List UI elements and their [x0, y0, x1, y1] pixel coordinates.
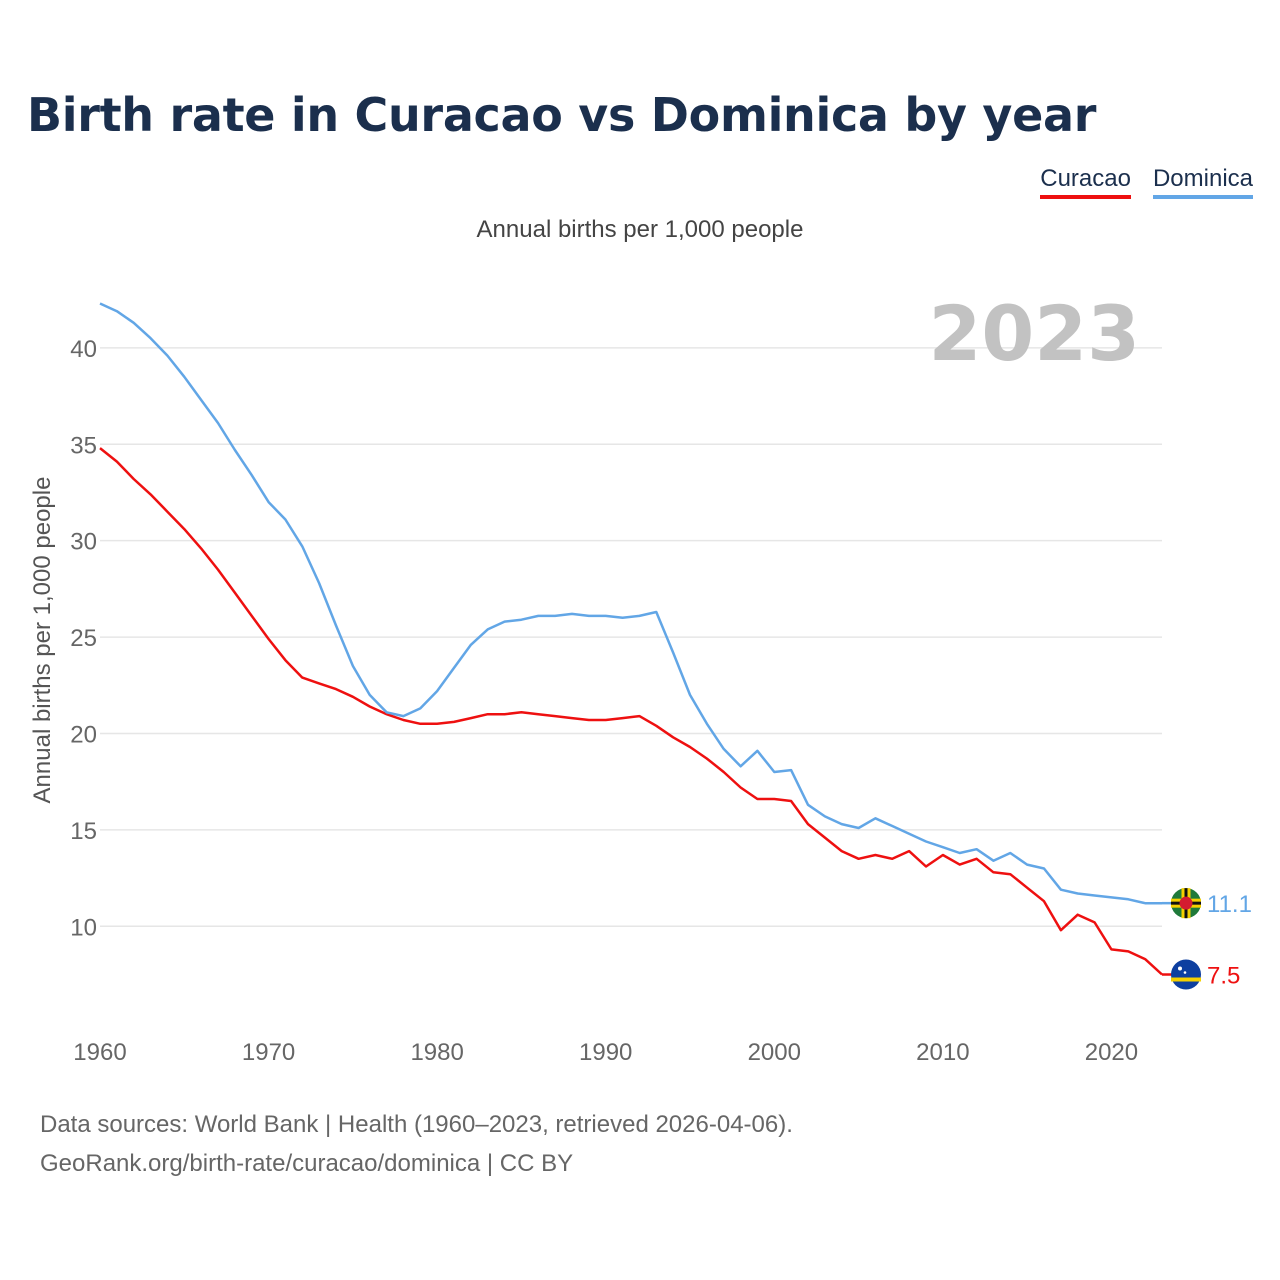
x-tick-label: 2020: [1085, 1039, 1138, 1066]
footer-source: Data sources: World Bank | Health (1960–…: [40, 1111, 793, 1138]
x-tick-label: 2000: [748, 1039, 801, 1066]
x-tick-label: 1990: [579, 1039, 632, 1066]
chart-title: Birth rate in Curacao vs Dominica by yea…: [27, 88, 1097, 142]
series-endpoints: 7.5 11.1: [1162, 888, 1252, 990]
endpoint-label-curacao: 7.5: [1207, 963, 1240, 990]
y-tick-label: 15: [70, 818, 97, 845]
y-tick-label: 30: [70, 529, 97, 556]
y-axis-label: Annual births per 1,000 people: [29, 477, 56, 804]
footer-url[interactable]: GeoRank.org/birth-rate/curacao/dominica …: [40, 1150, 574, 1177]
y-tick-label: 35: [70, 432, 97, 459]
x-tick-label: 1980: [410, 1039, 463, 1066]
chart-subtitle: Annual births per 1,000 people: [476, 216, 804, 243]
curacao-flag-icon: [1171, 959, 1201, 990]
y-tick-labels: 10 15 20 25 30 35 40: [70, 336, 97, 941]
grid-lines: [100, 347, 1162, 928]
dominica-flag-icon: [1171, 888, 1201, 919]
x-tick-label: 1960: [73, 1039, 126, 1066]
year-watermark: 2023: [928, 289, 1140, 378]
footer: Data sources: World Bank | Health (1960–…: [40, 1105, 793, 1183]
y-tick-label: 10: [70, 914, 97, 941]
legend-dominica[interactable]: Dominica: [1152, 165, 1253, 199]
series-line-dominica: [99, 302, 1162, 905]
y-tick-label: 20: [70, 721, 97, 748]
y-tick-label: 25: [70, 625, 97, 652]
series-line-curacao: [99, 447, 1163, 976]
legend: Curacao Dominica: [1040, 165, 1253, 199]
legend-curacao[interactable]: Curacao: [1040, 165, 1131, 199]
line-chart: 2023 10 15 20 25 30 35 40 1960 1970 1980 1990 2000…: [29, 289, 1252, 1066]
x-tick-label: 2010: [916, 1039, 969, 1066]
y-tick-label: 40: [70, 336, 97, 363]
x-tick-labels: 1960 1970 1980 1990 2000 2010 2020: [73, 1039, 1138, 1066]
x-tick-label: 1970: [242, 1039, 295, 1066]
endpoint-label-dominica: 11.1: [1207, 891, 1252, 918]
series-lines: [99, 302, 1163, 976]
